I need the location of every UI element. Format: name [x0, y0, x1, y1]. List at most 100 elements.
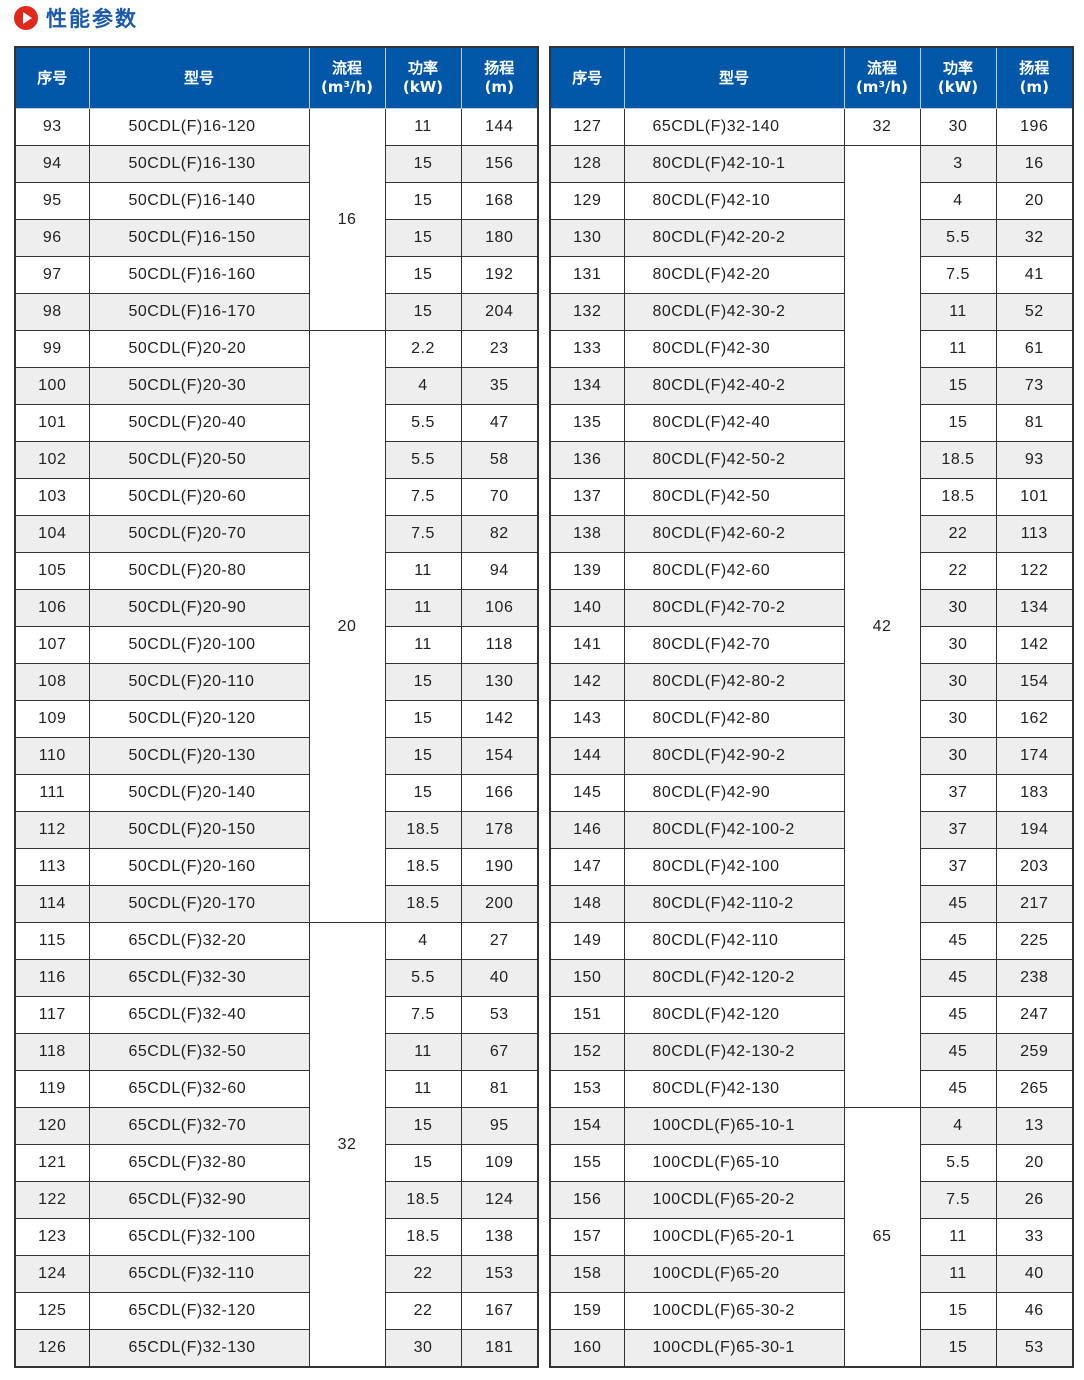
- cell-model: 80CDL(F)42-80-2: [623, 663, 845, 701]
- table-row: 122 65CDL(F)32-90 18.5 124: [14, 1181, 539, 1219]
- cell-power: 30: [919, 108, 997, 146]
- cell-head: 259: [995, 1033, 1074, 1071]
- cell-no: 105: [14, 552, 90, 590]
- cell-head: 52: [995, 293, 1074, 331]
- cell-power: 18.5: [384, 885, 462, 923]
- cell-model: 80CDL(F)42-30-2: [623, 293, 845, 331]
- cell-head: 101: [995, 478, 1074, 516]
- cell-model: 50CDL(F)16-170: [88, 293, 310, 331]
- cell-head: 94: [460, 552, 539, 590]
- cell-no: 123: [14, 1218, 90, 1256]
- cell-head: 81: [995, 404, 1074, 442]
- table-row: 155 100CDL(F)65-10 5.5 20: [549, 1144, 1074, 1182]
- cell-head: 203: [995, 848, 1074, 886]
- cell-model: 100CDL(F)65-30-2: [623, 1292, 845, 1330]
- cell-head: 95: [460, 1107, 539, 1145]
- cell-power: 11: [919, 293, 997, 331]
- cell-no: 133: [549, 330, 625, 368]
- table-row: 128 80CDL(F)42-10-1 42 3 16: [549, 145, 1074, 1108]
- cell-model: 65CDL(F)32-130: [88, 1329, 310, 1368]
- cell-power: 7.5: [919, 1181, 997, 1219]
- cell-no: 158: [549, 1255, 625, 1293]
- table-row: 102 50CDL(F)20-50 5.5 58: [14, 441, 539, 479]
- cell-power: 22: [919, 552, 997, 590]
- header-flow-label: 流程: [331, 59, 362, 77]
- cell-head: 168: [460, 182, 539, 220]
- cell-head: 118: [460, 626, 539, 664]
- cell-model: 65CDL(F)32-60: [88, 1070, 310, 1108]
- table-row: 157 100CDL(F)65-20-1 11 33: [549, 1218, 1074, 1256]
- cell-head: 156: [460, 145, 539, 183]
- table-row: 132 80CDL(F)42-30-2 11 52: [549, 293, 1074, 331]
- cell-model: 100CDL(F)65-30-1: [623, 1329, 845, 1368]
- cell-no: 149: [549, 922, 625, 960]
- cell-model: 80CDL(F)42-60-2: [623, 515, 845, 553]
- cell-no: 135: [549, 404, 625, 442]
- cell-no: 130: [549, 219, 625, 257]
- cell-no: 108: [14, 663, 90, 701]
- table-row: 153 80CDL(F)42-130 45 265: [549, 1070, 1074, 1108]
- header-row: 序号 型号 流程 (m³/h) 功率 (kW) 扬程 (m): [549, 46, 1074, 109]
- cell-head: 134: [995, 589, 1074, 627]
- cell-power: 11: [919, 330, 997, 368]
- table-row: 115 65CDL(F)32-20 32 4 27: [14, 922, 539, 1368]
- table-row: 141 80CDL(F)42-70 30 142: [549, 626, 1074, 664]
- table-row: 117 65CDL(F)32-40 7.5 53: [14, 996, 539, 1034]
- cell-model: 65CDL(F)32-120: [88, 1292, 310, 1330]
- cell-power: 15: [384, 182, 462, 220]
- table-row: 104 50CDL(F)20-70 7.5 82: [14, 515, 539, 553]
- cell-no: 138: [549, 515, 625, 553]
- cell-model: 100CDL(F)65-10-1: [623, 1107, 845, 1145]
- cell-model: 50CDL(F)20-40: [88, 404, 310, 442]
- table-row: 110 50CDL(F)20-130 15 154: [14, 737, 539, 775]
- cell-model: 50CDL(F)20-90: [88, 589, 310, 627]
- header-no: 序号: [14, 46, 90, 109]
- cell-power: 4: [919, 1107, 997, 1145]
- cell-model: 80CDL(F)42-50: [623, 478, 845, 516]
- cell-model: 50CDL(F)16-120: [88, 108, 310, 146]
- cell-flow: 16: [308, 108, 386, 331]
- cell-model: 65CDL(F)32-70: [88, 1107, 310, 1145]
- cell-head: 26: [995, 1181, 1074, 1219]
- cell-no: 102: [14, 441, 90, 479]
- cell-no: 125: [14, 1292, 90, 1330]
- table-row: 112 50CDL(F)20-150 18.5 178: [14, 811, 539, 849]
- cell-no: 101: [14, 404, 90, 442]
- cell-head: 142: [995, 626, 1074, 664]
- cell-no: 144: [549, 737, 625, 775]
- cell-power: 30: [919, 589, 997, 627]
- cell-power: 15: [384, 293, 462, 331]
- cell-no: 97: [14, 256, 90, 294]
- cell-head: 32: [995, 219, 1074, 257]
- cell-no: 146: [549, 811, 625, 849]
- cell-no: 104: [14, 515, 90, 553]
- cell-head: 200: [460, 885, 539, 923]
- cell-flow: 32: [308, 922, 386, 1368]
- cell-no: 134: [549, 367, 625, 405]
- table-row: 120 65CDL(F)32-70 15 95: [14, 1107, 539, 1145]
- table-row: 103 50CDL(F)20-60 7.5 70: [14, 478, 539, 516]
- cell-head: 13: [995, 1107, 1074, 1145]
- cell-head: 153: [460, 1255, 539, 1293]
- cell-power: 18.5: [919, 478, 997, 516]
- cell-model: 50CDL(F)20-140: [88, 774, 310, 812]
- cell-head: 47: [460, 404, 539, 442]
- header-power-unit: (kW): [937, 78, 979, 96]
- cell-power: 11: [919, 1218, 997, 1256]
- table-row: 127 65CDL(F)32-140 32 30 196: [549, 108, 1074, 146]
- cell-power: 15: [919, 1292, 997, 1330]
- table-row: 149 80CDL(F)42-110 45 225: [549, 922, 1074, 960]
- cell-no: 126: [14, 1329, 90, 1368]
- cell-power: 30: [919, 626, 997, 664]
- cell-head: 162: [995, 700, 1074, 738]
- cell-model: 65CDL(F)32-30: [88, 959, 310, 997]
- cell-no: 121: [14, 1144, 90, 1182]
- cell-head: 73: [995, 367, 1074, 405]
- cell-power: 30: [384, 1329, 462, 1368]
- header-model-label: 型号: [718, 68, 749, 87]
- cell-model: 50CDL(F)20-110: [88, 663, 310, 701]
- cell-flow: 20: [308, 330, 386, 923]
- cell-head: 20: [995, 182, 1074, 220]
- cell-no: 143: [549, 700, 625, 738]
- cell-power: 7.5: [384, 515, 462, 553]
